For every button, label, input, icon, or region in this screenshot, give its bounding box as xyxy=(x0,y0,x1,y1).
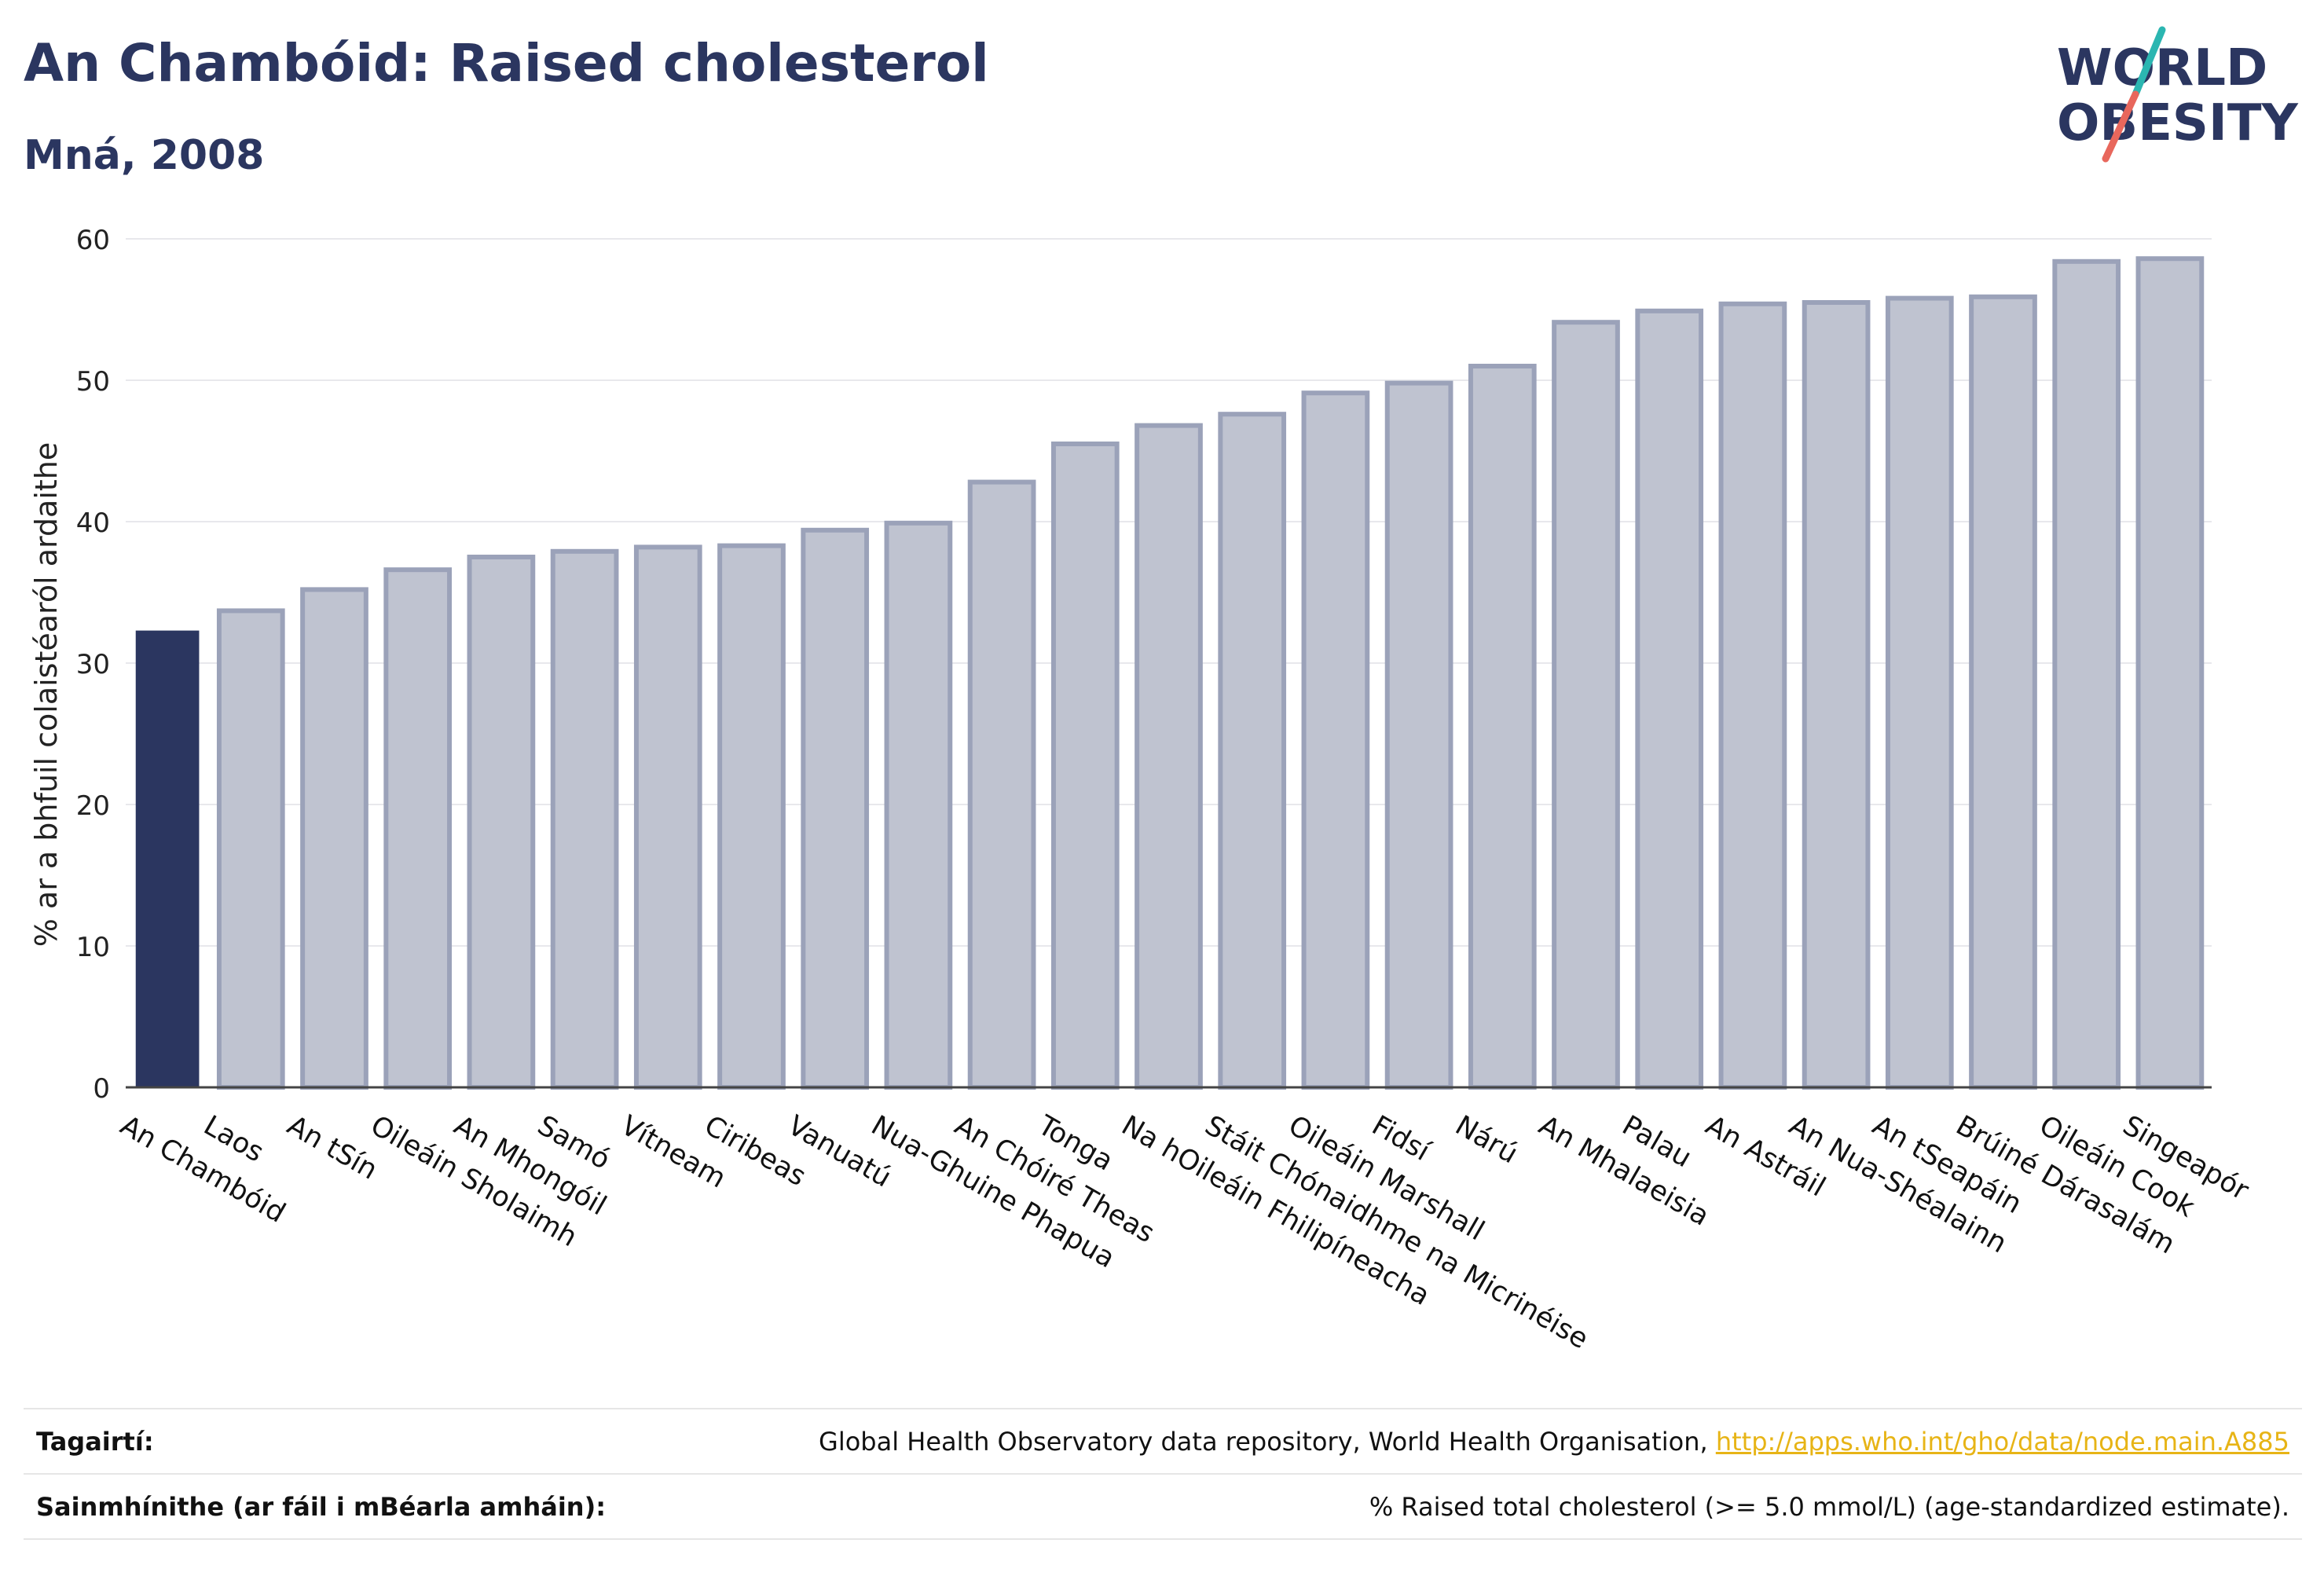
x-tick-label: An tSín xyxy=(282,1110,383,1186)
bar xyxy=(2135,256,2205,1090)
bar xyxy=(1635,308,1704,1090)
logo-slash-coral xyxy=(2102,90,2139,163)
logo-line2: OBESITY xyxy=(2057,94,2298,152)
bar xyxy=(633,544,702,1090)
definitions-value: % Raised total cholesterol (>= 5.0 mmol/… xyxy=(1369,1492,2289,1522)
bar xyxy=(1969,294,2037,1090)
footer-divider xyxy=(24,1538,2302,1540)
references-link[interactable]: http://apps.who.int/gho/data/node.main.A… xyxy=(1715,1427,2289,1457)
bar xyxy=(467,555,536,1090)
bar xyxy=(1718,301,1787,1090)
bar xyxy=(383,567,453,1090)
logo-slash-teal xyxy=(2132,26,2166,98)
y-tick-label: 60 xyxy=(76,225,110,256)
y-tick-label: 50 xyxy=(76,366,110,398)
bar xyxy=(1135,423,1203,1090)
bar xyxy=(135,630,200,1087)
y-axis-label: % ar a bhfuil colaistéaról ardaithe xyxy=(29,442,64,947)
y-axis-ticks: 0 10 20 30 40 50 60 xyxy=(76,225,110,1105)
bar xyxy=(1885,295,1954,1090)
bar xyxy=(1218,412,1287,1090)
bar xyxy=(1468,364,1537,1090)
bar xyxy=(1301,390,1370,1090)
references-label: Tagairtí: xyxy=(36,1427,154,1457)
bar xyxy=(216,608,285,1090)
bar xyxy=(1384,380,1453,1090)
page-title: An Chambóid: Raised cholesterol xyxy=(24,33,989,93)
y-tick-label: 20 xyxy=(76,790,110,822)
definitions-label: Sainmhínithe (ar fáil i mBéarla amháin): xyxy=(36,1492,606,1522)
x-tick-label: An Chambóid xyxy=(115,1110,291,1230)
references-row: Tagairtí: Global Health Observatory data… xyxy=(24,1408,2302,1474)
bar xyxy=(300,587,368,1090)
world-obesity-logo: WORLD OBESITY xyxy=(2057,26,2298,163)
x-tick-label: Nárú xyxy=(1450,1110,1523,1171)
y-tick-label: 10 xyxy=(76,932,110,963)
bar xyxy=(2052,258,2121,1090)
bar xyxy=(1552,320,1620,1090)
references-text: Global Health Observatory data repositor… xyxy=(819,1427,1716,1457)
bars xyxy=(135,256,2205,1090)
bar xyxy=(884,520,953,1090)
bar xyxy=(967,479,1036,1090)
bar xyxy=(1802,300,1871,1090)
page-subtitle: Mná, 2008 xyxy=(24,132,265,179)
logo-line1: WORLD xyxy=(2057,39,2267,97)
y-tick-label: 0 xyxy=(93,1073,110,1105)
bar xyxy=(717,543,786,1090)
references-value: Global Health Observatory data repositor… xyxy=(819,1427,2302,1457)
y-tick-label: 40 xyxy=(76,508,110,539)
bar xyxy=(550,548,619,1090)
bar xyxy=(801,527,870,1090)
y-tick-label: 30 xyxy=(76,649,110,680)
definitions-row: Sainmhínithe (ar fáil i mBéarla amháin):… xyxy=(24,1473,2302,1539)
bar xyxy=(1050,442,1120,1090)
